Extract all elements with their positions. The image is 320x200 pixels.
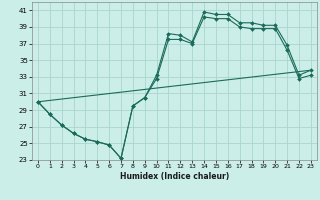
X-axis label: Humidex (Indice chaleur): Humidex (Indice chaleur) (120, 172, 229, 181)
